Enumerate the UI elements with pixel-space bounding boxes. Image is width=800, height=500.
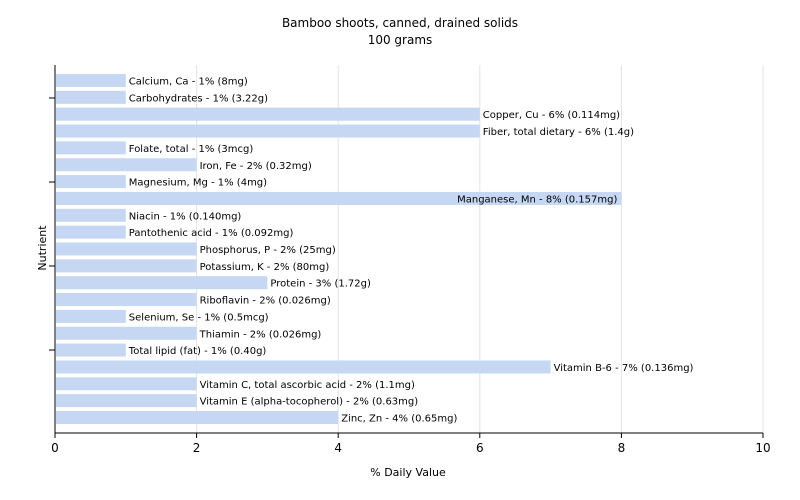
x-tick-label: 4	[334, 441, 342, 455]
bar-value-label: Vitamin C, total ascorbic acid - 2% (1.1…	[200, 380, 415, 391]
x-axis-label: % Daily Value	[370, 466, 446, 479]
bar	[56, 411, 339, 424]
bar-value-label: Zinc, Zn - 4% (0.65mg)	[341, 414, 457, 425]
bar	[56, 276, 268, 290]
chart-subtitle: 100 grams	[368, 33, 433, 47]
bar-value-label: Selenium, Se - 1% (0.5mcg)	[129, 312, 269, 323]
bar	[56, 158, 197, 172]
bar-value-label: Total lipid (fat) - 1% (0.40g)	[128, 346, 267, 357]
bar-value-label: Fiber, total dietary - 6% (1.4g)	[483, 127, 634, 138]
axes: 0 2 4 6 8 10	[49, 65, 771, 455]
bar-value-label: Vitamin B-6 - 7% (0.136mg)	[554, 363, 694, 374]
chart-title: Bamboo shoots, canned, drained solids	[282, 16, 518, 30]
bars: Calcium, Ca - 1% (8mg) Carbohydrates - 1%…	[56, 74, 694, 425]
bar-value-label: Calcium, Ca - 1% (8mg)	[129, 77, 248, 88]
bar	[56, 242, 197, 256]
bar	[56, 107, 480, 121]
y-axis-label: Nutrient	[36, 225, 49, 271]
bar-value-label: Iron, Fe - 2% (0.32mg)	[200, 161, 312, 172]
bar	[56, 309, 126, 323]
bar-value-label: Protein - 3% (1.72g)	[270, 279, 371, 290]
bar	[56, 377, 197, 391]
bar	[56, 394, 197, 408]
bar	[56, 74, 126, 87]
bar-value-label: Riboflavin - 2% (0.026mg)	[200, 296, 331, 307]
bar	[56, 293, 197, 307]
x-tick-label: 10	[755, 441, 770, 455]
x-tick-label: 8	[618, 441, 626, 455]
bar	[56, 360, 551, 374]
bar-value-label: Manganese, Mn - 8% (0.157mg)	[457, 194, 617, 205]
x-tick-label: 2	[193, 441, 201, 455]
bar-value-label: Folate, total - 1% (3mcg)	[129, 144, 254, 155]
bar-value-label: Niacin - 1% (0.140mg)	[129, 211, 242, 222]
bar-value-label: Copper, Cu - 6% (0.114mg)	[483, 110, 620, 121]
bar	[56, 343, 126, 357]
x-tick-label: 0	[51, 441, 59, 455]
bar-value-label: Potassium, K - 2% (80mg)	[200, 262, 330, 273]
bar-value-label: Thiamin - 2% (0.026mg)	[199, 329, 322, 340]
bar-value-label: Pantothenic acid - 1% (0.092mg)	[129, 228, 294, 239]
bar	[56, 326, 197, 340]
bar-value-label: Magnesium, Mg - 1% (4mg)	[129, 178, 267, 189]
bar-value-label: Phosphorus, P - 2% (25mg)	[200, 245, 336, 256]
bar-value-label: Vitamin E (alpha-tocopherol) - 2% (0.63m…	[200, 397, 419, 408]
bar	[56, 225, 126, 239]
bar	[56, 208, 126, 222]
bar	[56, 90, 126, 104]
bar	[56, 124, 480, 138]
bar-value-label: Carbohydrates - 1% (3.22g)	[129, 93, 268, 104]
bar	[56, 191, 622, 205]
bar	[56, 175, 126, 189]
bar	[56, 259, 197, 273]
bar	[56, 141, 126, 155]
x-tick-label: 6	[476, 441, 484, 455]
